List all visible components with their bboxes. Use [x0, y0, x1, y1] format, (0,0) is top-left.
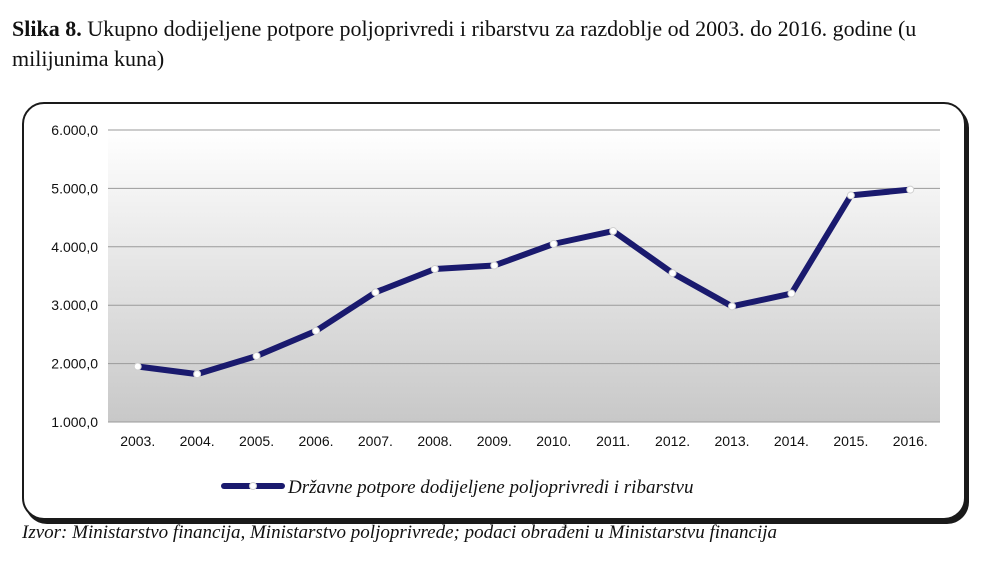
data-point	[312, 326, 320, 335]
y-axis-ticks: 1.000,0 2.000,0 3.000,0 4.000,0 5.000,0 6.000…	[51, 122, 98, 430]
chart-frame: 1.000,0 2.000,0 3.000,0 4.000,0 5.000,0 6.000…	[22, 102, 966, 520]
x-tick-label: 2008.	[417, 433, 452, 449]
data-point	[906, 185, 915, 194]
legend-label: Državne potpore dodijeljene poljoprivred…	[287, 477, 693, 498]
plot-area	[108, 130, 940, 422]
x-tick-label: 2014.	[774, 433, 809, 449]
data-point	[846, 191, 855, 200]
data-point	[252, 352, 261, 361]
y-tick-label: 6.000,0	[51, 122, 98, 138]
series-line	[134, 186, 914, 378]
x-tick-label: 2007.	[358, 433, 393, 449]
line-chart: 1.000,0 2.000,0 3.000,0 4.000,0 5.000,0 6.000…	[51, 122, 940, 498]
figure-caption-text: Ukupno dodijeljene potpore poljoprivredi…	[12, 16, 917, 71]
data-point	[609, 227, 618, 236]
data-point	[549, 239, 558, 248]
data-point	[193, 370, 202, 379]
y-tick-label: 2.000,0	[51, 356, 98, 372]
x-tick-label: 2012.	[655, 433, 690, 449]
y-tick-label: 3.000,0	[51, 297, 98, 313]
x-tick-label: 2004.	[180, 433, 215, 449]
x-tick-label: 2013.	[714, 433, 749, 449]
x-tick-label: 2016.	[893, 433, 928, 449]
x-tick-label: 2011.	[596, 433, 630, 449]
data-point	[430, 264, 439, 273]
data-point	[728, 302, 736, 311]
legend-marker	[249, 482, 257, 490]
x-tick-label: 2003.	[120, 433, 155, 449]
source-note: Izvor: Ministarstvo financija, Ministars…	[22, 522, 778, 543]
data-points	[133, 185, 915, 379]
figure-label: Slika 8.	[12, 16, 82, 41]
data-point	[787, 289, 796, 298]
x-tick-label: 2006.	[298, 433, 333, 449]
y-tick-label: 1.000,0	[51, 414, 98, 430]
data-point	[371, 288, 380, 297]
data-point	[668, 269, 677, 278]
x-tick-label: 2015.	[833, 433, 868, 449]
x-axis-ticks: 2003. 2004. 2005. 2006. 2007. 2008. 2009. 2010.…	[120, 433, 928, 449]
x-tick-label: 2009.	[477, 433, 512, 449]
data-point	[133, 362, 142, 371]
x-tick-label: 2005.	[239, 433, 274, 449]
legend: Državne potpore dodijeljene poljoprivred…	[221, 477, 693, 498]
figure-caption: Slika 8. Ukupno dodijeljene potpore polj…	[12, 14, 972, 74]
gridlines	[108, 129, 940, 423]
y-tick-label: 5.000,0	[51, 180, 98, 196]
x-tick-label: 2010.	[536, 433, 571, 449]
y-tick-label: 4.000,0	[51, 239, 98, 255]
data-point	[490, 261, 499, 270]
